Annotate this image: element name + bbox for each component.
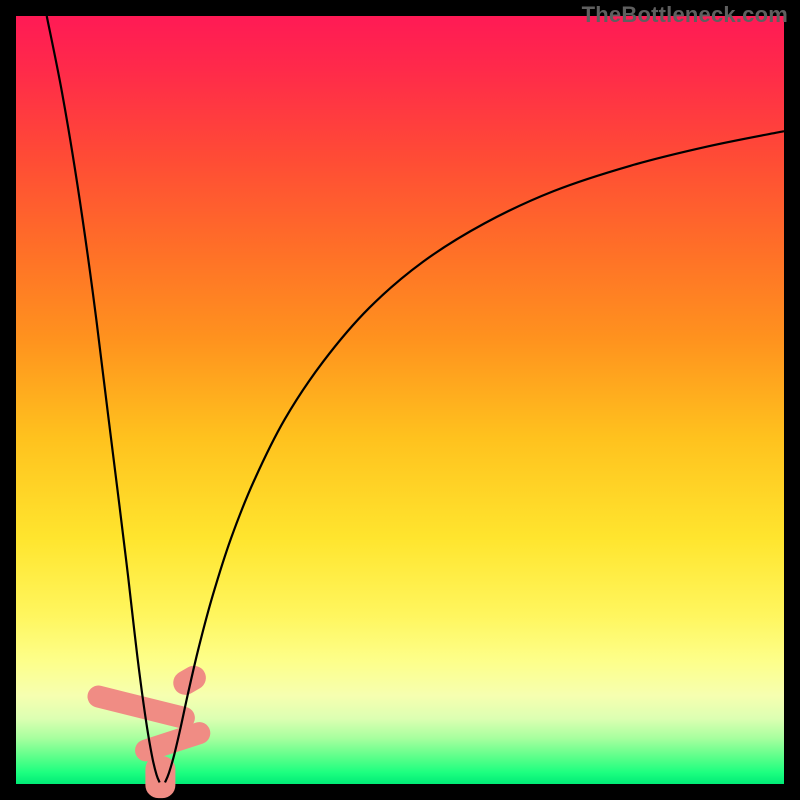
bottleneck-chart-svg xyxy=(0,0,800,800)
watermark-text: TheBottleneck.com xyxy=(582,2,788,28)
marker-vertex_blob xyxy=(145,756,175,798)
plot-background xyxy=(16,16,784,784)
chart-container: TheBottleneck.com xyxy=(0,0,800,800)
